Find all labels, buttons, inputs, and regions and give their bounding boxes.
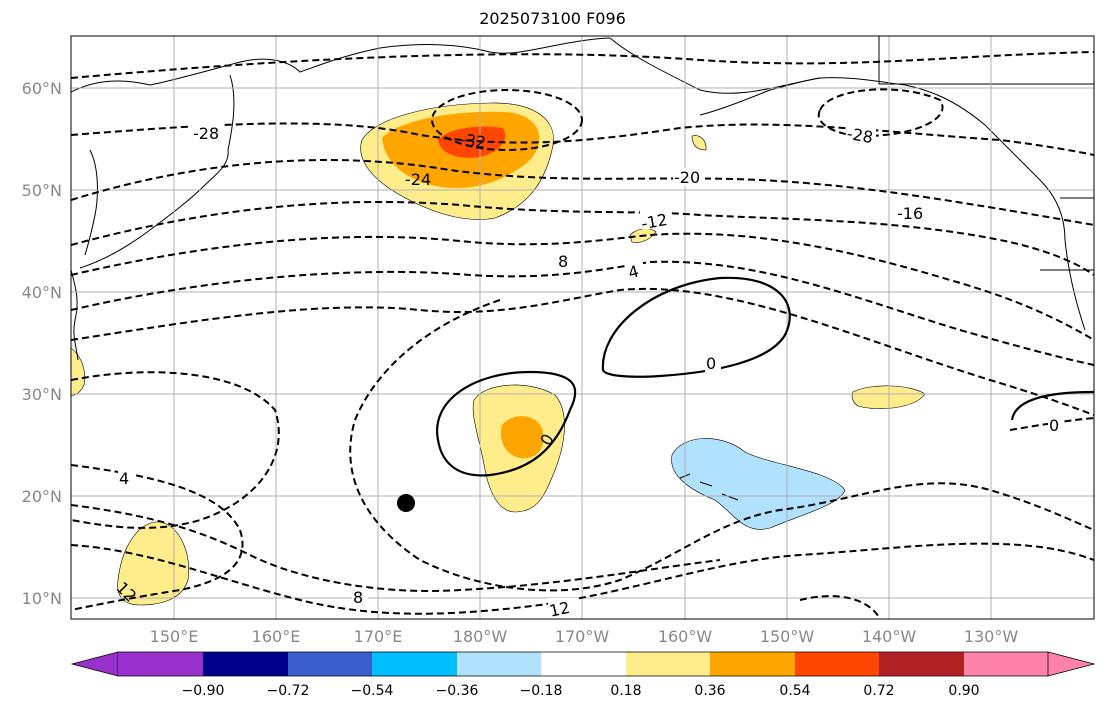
colorbar-tick: −0.72 xyxy=(267,683,310,699)
colorbar-min-extend xyxy=(70,651,119,677)
contour-label: 8 xyxy=(353,588,363,607)
colorbar-swatch xyxy=(372,652,457,676)
lon-label: 140°W xyxy=(862,627,917,646)
latitude-labels: 60°N 50°N 40°N 30°N 20°N 10°N xyxy=(22,79,62,608)
colorbar-tick: 0.90 xyxy=(948,683,979,699)
contour-label: -28 xyxy=(193,124,219,143)
contour-label: 12 xyxy=(548,598,572,621)
colorbar-swatch xyxy=(118,652,203,676)
colorbar-ticks: −0.90 −0.72 −0.54 −0.36 −0.18 0.18 0.36 … xyxy=(182,683,980,699)
contour-labels: -28 -32 -24 -20 -16 -12 -28 8 4 0 0 0 4 … xyxy=(112,124,1064,621)
colorbar-tick: −0.90 xyxy=(182,683,225,699)
colorbar-tick: 0.72 xyxy=(863,683,894,699)
lon-label: 150°W xyxy=(760,627,815,646)
colorbar-max-extend xyxy=(1047,651,1096,677)
colorbar-tick: −0.54 xyxy=(351,683,394,699)
colorbar-swatch xyxy=(710,652,795,676)
zero-contours xyxy=(435,276,1094,477)
contour-label: 4 xyxy=(119,469,129,488)
colorbar-swatch xyxy=(288,652,372,676)
contour-label: -28 xyxy=(845,124,874,147)
colorbar-swatch xyxy=(541,652,626,676)
lon-label: 160°W xyxy=(658,627,713,646)
contour-label: -12 xyxy=(640,210,669,233)
lon-label: 170°E xyxy=(354,627,403,646)
lat-label: 50°N xyxy=(22,181,62,200)
colorbar-tick: 0.18 xyxy=(610,683,641,699)
colorbar-swatch xyxy=(626,652,710,676)
longitude-labels: 150°E 160°E 170°E 180°W 170°W 160°W 150°… xyxy=(150,627,1019,646)
map-title: 2025073100 F096 xyxy=(479,9,626,28)
lon-label: 130°W xyxy=(964,627,1019,646)
map-area: -28 -32 -24 -20 -16 -12 -28 8 4 0 0 0 4 … xyxy=(71,36,1094,621)
colorbar xyxy=(70,651,1096,677)
colorbar-swatch xyxy=(964,652,1048,676)
colorbar-tick: −0.18 xyxy=(520,683,563,699)
storm-marker xyxy=(397,494,415,512)
colorbar-tick: −0.36 xyxy=(436,683,479,699)
contour-label: 8 xyxy=(558,252,568,271)
lon-label: 170°W xyxy=(555,627,610,646)
colorbar-swatch xyxy=(795,652,879,676)
colorbar-tick: 0.54 xyxy=(779,683,810,699)
contour-label: -20 xyxy=(674,168,700,187)
colorbar-tick: 0.36 xyxy=(694,683,725,699)
coastlines xyxy=(71,36,1094,501)
colorbar-swatch xyxy=(203,652,288,676)
contour-label: 0 xyxy=(706,354,716,373)
map-frame xyxy=(70,35,1095,620)
lat-label: 10°N xyxy=(22,589,62,608)
lon-label: 150°E xyxy=(150,627,199,646)
lon-label: 160°E xyxy=(252,627,301,646)
lat-label: 40°N xyxy=(22,283,62,302)
lat-label: 20°N xyxy=(22,487,62,506)
lat-label: 60°N xyxy=(22,79,62,98)
contour-label: -32 xyxy=(459,130,488,152)
contour-label: 4 xyxy=(626,261,641,282)
colorbar-swatch xyxy=(879,652,964,676)
lat-label: 30°N xyxy=(22,385,62,404)
contour-label: -16 xyxy=(897,204,923,223)
colorbar-swatch xyxy=(457,652,541,676)
contour-label: 0 xyxy=(1049,416,1059,435)
contour-label: -24 xyxy=(405,170,431,189)
lon-label: 180°W xyxy=(453,627,508,646)
